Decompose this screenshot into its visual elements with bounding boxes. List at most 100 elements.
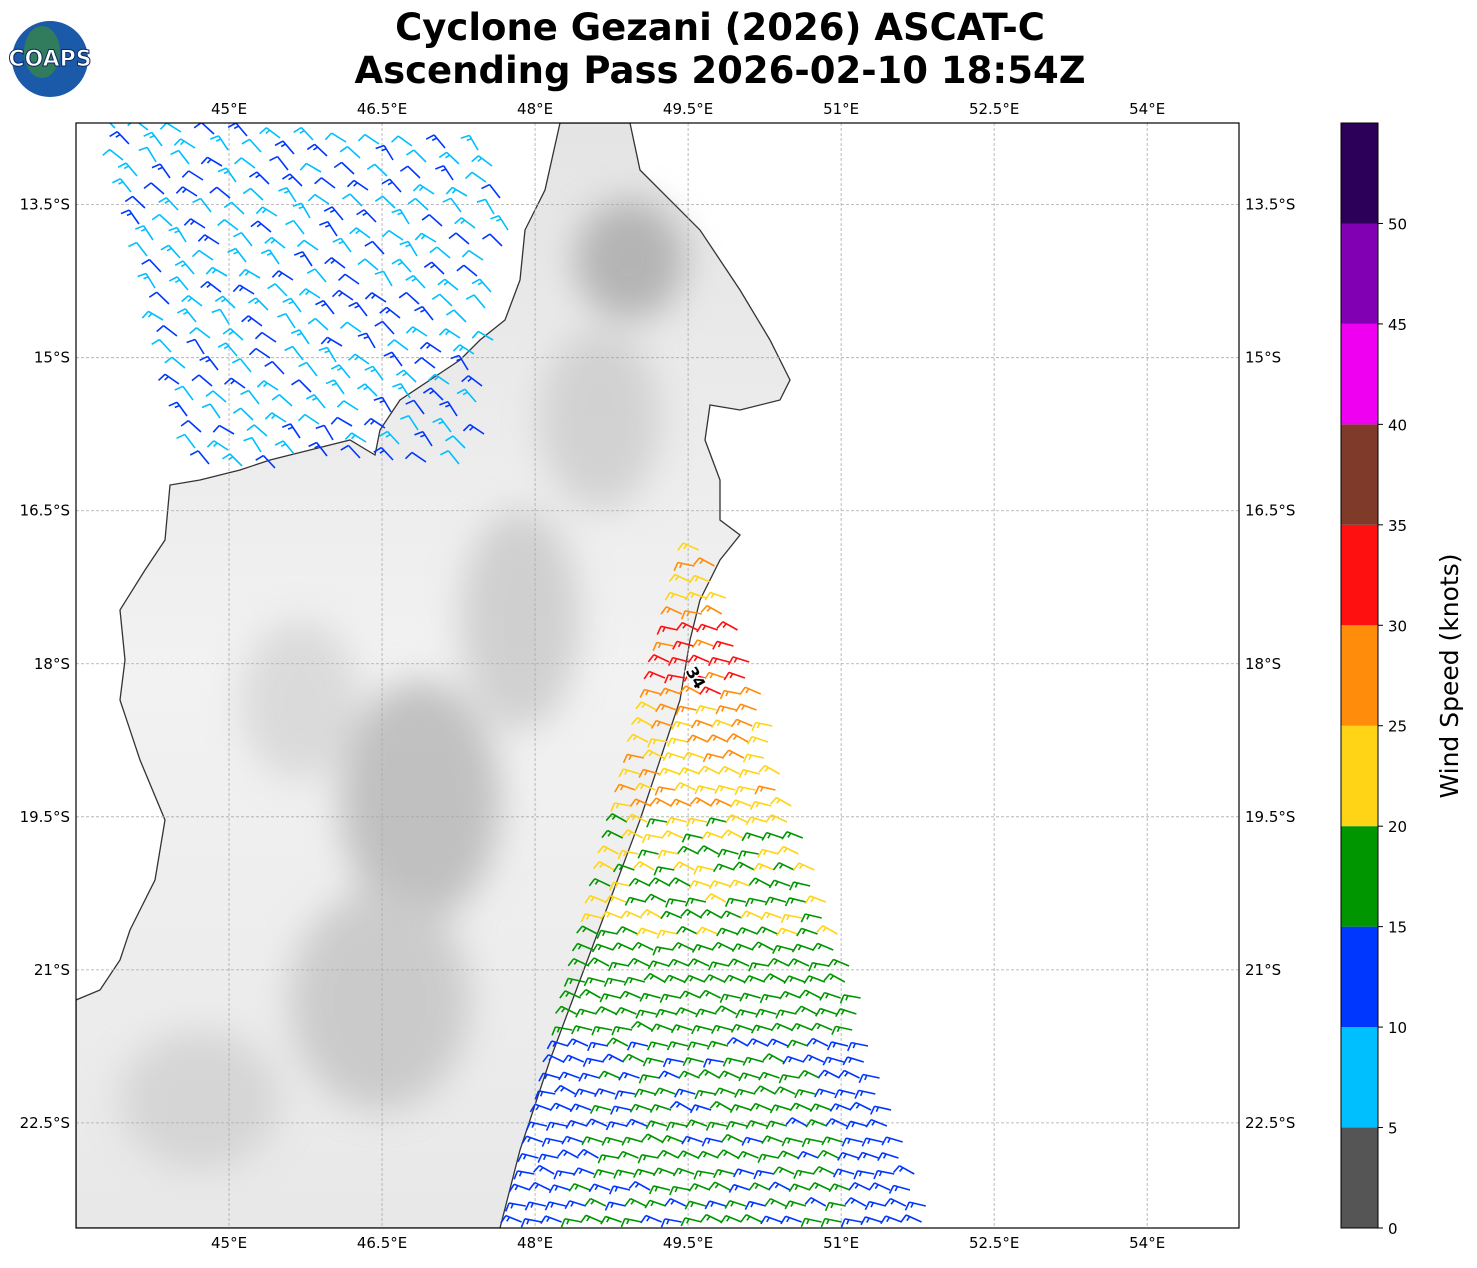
wind-barb xyxy=(737,1150,759,1160)
wind-barb xyxy=(664,1197,687,1207)
wind-barb xyxy=(298,361,318,377)
wind-barb xyxy=(780,1215,802,1225)
wind-barb xyxy=(740,910,763,919)
wind-barb xyxy=(541,1137,563,1147)
wind-barb xyxy=(407,197,429,211)
wind-barb xyxy=(585,1118,608,1127)
wind-barb xyxy=(716,621,738,631)
wind-barb xyxy=(695,704,717,715)
wind-barb xyxy=(838,1069,860,1079)
colorbar-swatch xyxy=(1341,1027,1378,1128)
wind-barb xyxy=(151,338,172,353)
wind-barb xyxy=(687,654,710,664)
wind-barb xyxy=(827,958,850,968)
wind-barb xyxy=(756,926,778,935)
y-tick-label: 15°S xyxy=(1245,349,1281,367)
wind-barb xyxy=(379,306,401,319)
wind-barb xyxy=(391,258,412,273)
wind-barb xyxy=(608,961,630,972)
wind-barb xyxy=(168,226,187,243)
wind-barb xyxy=(315,299,335,315)
wind-barb xyxy=(834,1089,856,1099)
wind-barb xyxy=(775,1009,797,1019)
wind-barb xyxy=(705,817,728,827)
x-tick-label: 49.5°E xyxy=(663,1234,713,1252)
wind-barb xyxy=(800,913,822,923)
wind-barb xyxy=(656,625,678,635)
wind-barb xyxy=(597,1154,619,1164)
wind-barb xyxy=(900,1214,922,1223)
wind-barb xyxy=(604,1201,626,1211)
wind-barb xyxy=(848,1181,871,1191)
wind-barb xyxy=(791,943,814,953)
colorbar-swatch xyxy=(1341,323,1378,425)
wind-barb xyxy=(667,958,690,968)
wind-barb xyxy=(676,621,698,631)
colorbar-tick-label: 40 xyxy=(1388,416,1407,434)
wind-barb xyxy=(870,1105,892,1115)
wind-barb xyxy=(680,1217,702,1227)
colorbar: 0 5 10 15 20 25 30 35 40 45 50 Wind Speed (knots) xyxy=(1340,122,1464,1238)
wind-barb xyxy=(233,231,253,247)
wind-barb xyxy=(307,193,330,205)
wind-barb xyxy=(267,283,288,297)
wind-barb xyxy=(405,326,428,337)
wind-barb xyxy=(688,1183,711,1192)
wind-barb xyxy=(745,816,768,826)
wind-barb xyxy=(564,1200,587,1210)
wind-barb xyxy=(462,423,485,435)
x-tick-label: 54°E xyxy=(1129,1234,1165,1252)
wind-barb xyxy=(760,911,782,921)
wind-barb xyxy=(832,1168,855,1178)
wind-barb xyxy=(348,301,368,317)
wind-barb xyxy=(374,320,395,335)
wind-barb xyxy=(448,232,470,245)
wind-barb xyxy=(248,297,269,311)
wind-barb xyxy=(708,880,731,890)
wind-barb xyxy=(768,1181,791,1191)
wind-barb xyxy=(209,186,231,199)
x-tick-label: 48°E xyxy=(517,100,553,118)
wind-barb xyxy=(784,1200,807,1210)
wind-barb xyxy=(157,373,180,385)
wind-barb xyxy=(694,1089,716,1100)
wind-barb xyxy=(544,1201,566,1211)
wind-barb xyxy=(248,171,270,185)
wind-barb xyxy=(841,1137,863,1147)
wind-barb xyxy=(571,942,594,952)
wind-barb xyxy=(120,209,140,225)
wind-barb xyxy=(269,155,289,171)
wind-barb xyxy=(665,816,688,827)
wind-barb xyxy=(620,910,643,919)
wind-barb xyxy=(528,1181,551,1191)
wind-barb xyxy=(591,943,614,953)
wind-barb xyxy=(325,379,345,395)
wind-barb xyxy=(427,373,450,385)
wind-barb xyxy=(748,1182,771,1191)
wind-barb xyxy=(605,813,628,823)
wind-barb xyxy=(776,927,798,937)
wind-barb xyxy=(357,383,378,397)
wind-barb xyxy=(500,1214,522,1224)
wind-barb xyxy=(256,380,279,391)
wind-barb xyxy=(206,440,229,451)
wind-barb xyxy=(629,798,652,807)
wind-barb xyxy=(422,387,444,401)
wind-barb xyxy=(717,848,739,858)
wind-barb xyxy=(661,1134,683,1144)
wind-barb xyxy=(739,686,762,695)
wind-barb xyxy=(644,893,667,903)
wind-barb xyxy=(438,328,461,339)
wind-barb xyxy=(805,1118,828,1128)
wind-barb xyxy=(292,202,311,219)
wind-barb xyxy=(743,975,766,984)
wind-barb xyxy=(758,764,781,775)
y-tick-label: 19.5°S xyxy=(1245,808,1295,826)
wind-barb xyxy=(669,798,692,808)
wind-barb xyxy=(357,133,380,145)
wind-barb xyxy=(471,155,493,167)
wind-barb xyxy=(398,291,420,305)
wind-barb xyxy=(324,132,347,143)
wind-barb xyxy=(749,1102,772,1112)
wind-barb xyxy=(391,135,413,147)
